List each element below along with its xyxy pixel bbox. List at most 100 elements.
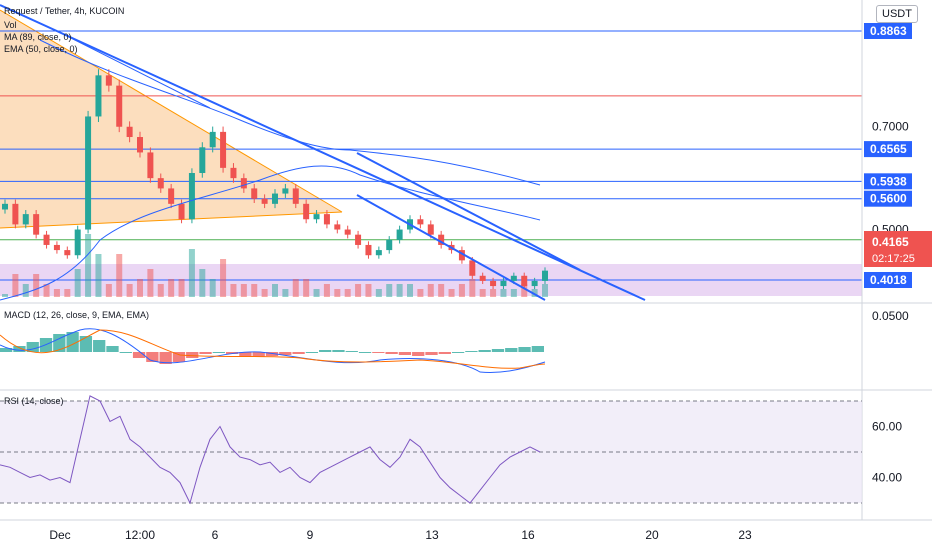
time-tick-3: 9 <box>307 528 314 542</box>
macd-bar <box>319 350 332 352</box>
time-axis-ticks: Dec 12:00 6 9 13 16 20 23 <box>49 528 752 542</box>
candle-body <box>220 131 227 168</box>
volume-bar <box>458 284 465 297</box>
macd-line <box>0 328 546 373</box>
currency-selector[interactable]: USDT <box>876 5 918 23</box>
volume-bar <box>427 284 434 297</box>
level-badge-bg-3 <box>864 173 912 190</box>
candle-body <box>479 275 486 281</box>
volume-bar <box>199 269 206 297</box>
macd-bar <box>531 346 544 352</box>
candle-body <box>334 224 341 230</box>
macd-bar <box>26 342 39 352</box>
macd-bar <box>265 352 279 356</box>
rsi-line <box>0 395 541 505</box>
rsi-tick-0: 60.00 <box>872 420 902 434</box>
volume-bar <box>313 289 320 297</box>
price-tick-2: 0.0500 <box>872 309 909 323</box>
macd-bar <box>398 352 412 355</box>
rsi-tick-1: 40.00 <box>872 471 902 485</box>
channel-lower-line[interactable] <box>356 194 546 301</box>
macd-bar <box>66 332 79 352</box>
volume-bar <box>64 289 71 297</box>
macd-bar <box>279 352 292 355</box>
candle-body <box>209 131 216 148</box>
candle-body <box>510 275 517 281</box>
candle-body <box>344 229 351 235</box>
volume-bar <box>292 279 299 297</box>
countdown-label: 02:17:25 <box>872 253 915 265</box>
macd-bar <box>239 352 252 356</box>
time-tick-1: 12:00 <box>125 528 155 542</box>
level-badge-bg-4 <box>864 190 912 207</box>
macd-bar <box>372 352 385 353</box>
candle-body <box>469 260 476 276</box>
volume-bar <box>407 284 413 297</box>
volume-bar <box>147 269 154 297</box>
candle-body <box>12 203 19 225</box>
price-candles <box>2 69 548 290</box>
candle-body <box>542 270 548 281</box>
candle-body <box>282 188 289 194</box>
volume-bar <box>355 284 362 297</box>
macd-bar <box>146 352 159 362</box>
macd-bar <box>518 347 531 352</box>
legend-rsi[interactable]: RSI (14, close) <box>4 396 64 406</box>
level-badges: 0.8863 0.6565 0.5938 0.5600 0.4018 <box>864 23 912 288</box>
volume-bar <box>95 254 102 297</box>
triangle-upper-edge <box>0 9 343 213</box>
legend-ma[interactable]: MA (89, close, 0) <box>4 32 72 42</box>
macd-bar <box>13 346 26 352</box>
legend-ema[interactable]: EMA (50, close, 0) <box>4 44 78 54</box>
candle-body <box>396 229 403 240</box>
legend-macd[interactable]: MACD (12, 26, close, 9, EMA, EMA) <box>4 310 150 320</box>
time-tick-6: 20 <box>645 528 659 542</box>
candle-body <box>74 229 81 256</box>
candle-body <box>105 75 112 86</box>
macd-bar <box>332 350 345 352</box>
volume-bar <box>157 284 164 297</box>
level-badge-bg-6 <box>864 272 912 288</box>
candle-body <box>157 178 164 189</box>
candle-body <box>53 244 60 251</box>
volume-bar <box>303 279 310 297</box>
downtrend-line-1[interactable] <box>0 4 646 301</box>
legend-price[interactable]: Request / Tether, 4h, KUCOIN <box>4 6 125 16</box>
candle-body <box>375 250 382 256</box>
macd-bar <box>358 352 372 353</box>
macd-bar <box>451 352 465 353</box>
volume-bar <box>417 289 424 297</box>
downtrend-line-2[interactable] <box>54 29 211 109</box>
macd-bar <box>39 338 53 352</box>
macd-bar <box>505 348 518 352</box>
volume-bar <box>323 284 330 297</box>
volume-bar <box>126 284 133 297</box>
candle-body <box>64 250 71 256</box>
macd-histogram <box>0 332 544 364</box>
candle-body <box>292 188 299 204</box>
volume-bar <box>334 289 341 297</box>
candle-body <box>261 198 268 204</box>
candle-body <box>531 280 538 287</box>
triangle-lower-edge <box>0 211 343 229</box>
ma-89-line <box>39 39 541 186</box>
candle-body <box>168 188 175 204</box>
channel-upper-line[interactable] <box>356 152 581 271</box>
volume-bar <box>542 284 548 297</box>
time-tick-0: Dec <box>49 528 70 542</box>
volume-bar <box>105 284 112 297</box>
volume-bar <box>43 284 50 297</box>
candle-body <box>230 167 237 179</box>
candle-body <box>313 214 320 220</box>
volume-bar <box>116 254 123 297</box>
candle-body <box>147 152 154 179</box>
macd-bar <box>0 348 13 352</box>
volume-bar <box>531 289 538 297</box>
macd-bar <box>491 349 505 352</box>
time-tick-4: 13 <box>425 528 439 542</box>
volume-bar <box>251 284 258 297</box>
legend-volume[interactable]: Vol <box>4 20 17 30</box>
candle-body <box>355 234 362 245</box>
time-tick-7: 23 <box>738 528 752 542</box>
